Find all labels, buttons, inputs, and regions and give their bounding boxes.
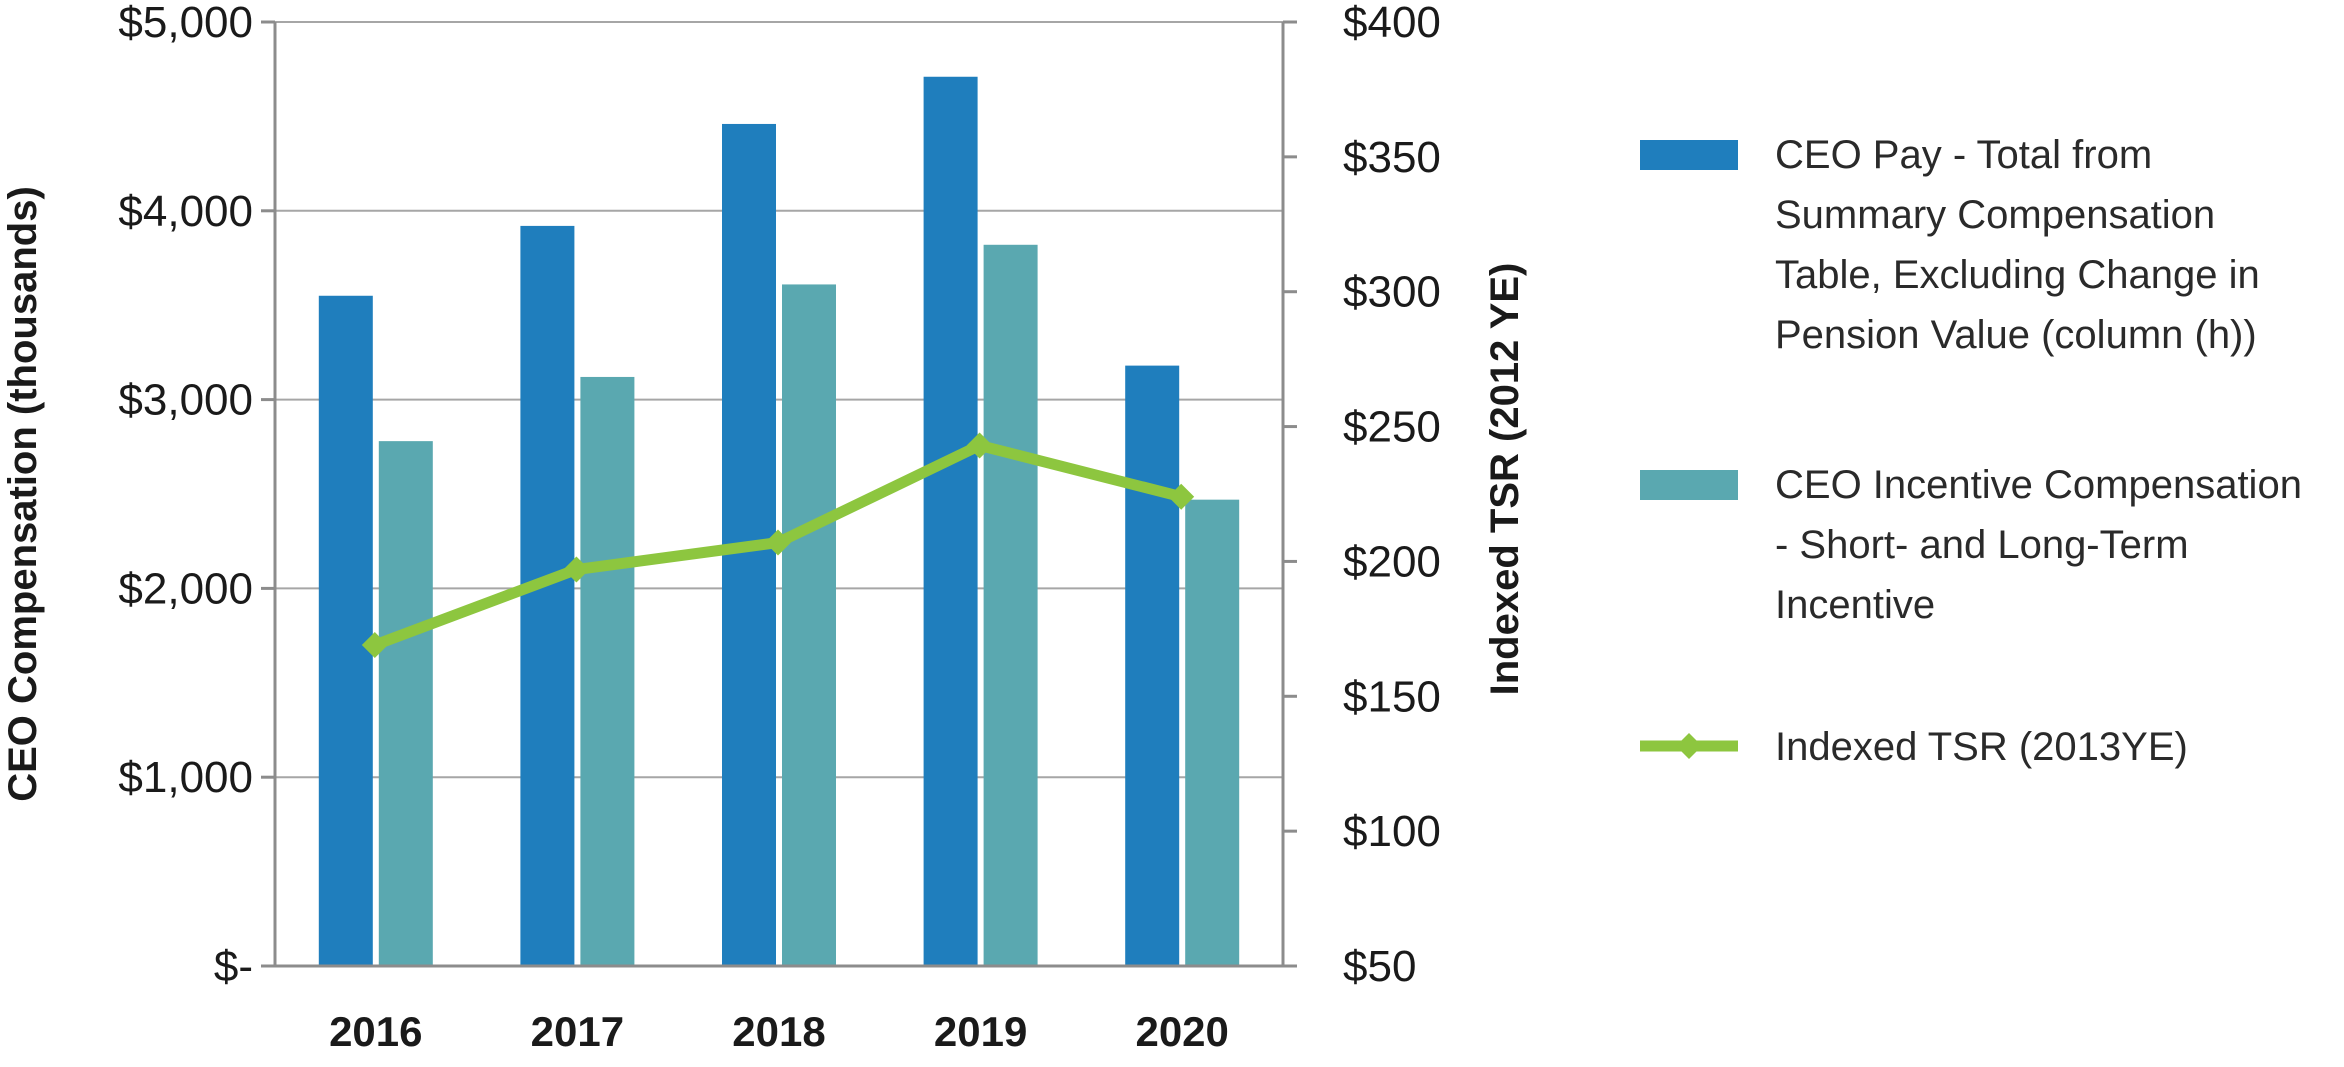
tsr-point xyxy=(563,556,590,583)
x-tick-label: 2020 xyxy=(1135,1008,1228,1055)
gridlines xyxy=(275,21,1283,779)
left-tick-label: $4,000 xyxy=(118,187,253,236)
axis-labels: $- $1,000 $2,000 $3,000 $4,000 $5,000 $50 $100 $… xyxy=(1,0,1527,1055)
tsr-point xyxy=(1168,483,1195,510)
incentive-comp-bar xyxy=(782,284,836,966)
legend-label-line: Indexed TSR (2013YE) xyxy=(1775,725,2188,769)
right-axis-title: Indexed TSR (2012 YE) xyxy=(1483,263,1527,696)
right-tick-label: $200 xyxy=(1343,537,1441,586)
right-tick-label: $350 xyxy=(1343,133,1441,182)
legend-swatch-incentive xyxy=(1640,470,1738,500)
right-tick-label: $400 xyxy=(1343,0,1441,47)
x-tick-label: 2018 xyxy=(732,1008,825,1055)
right-tick-label: $100 xyxy=(1343,807,1441,856)
legend-label-line: Summary Compensation xyxy=(1775,193,2215,237)
incentive-comp-bar xyxy=(378,441,433,966)
x-tick-label: 2019 xyxy=(934,1008,1027,1055)
ceo-pay-bar xyxy=(923,76,978,966)
left-tick-label: $- xyxy=(214,942,253,991)
ceo-pay-bar xyxy=(520,225,575,967)
legend-label-line: CEO Pay - Total from xyxy=(1775,133,2152,177)
incentive-comp-bar xyxy=(983,244,1038,966)
left-tick-label: $3,000 xyxy=(118,376,253,425)
ceo-pay-bar xyxy=(318,295,373,966)
legend-swatch-ceo-pay xyxy=(1640,140,1738,170)
legend-label-line: - Short- and Long-Term xyxy=(1775,523,2189,567)
incentive-comp-bar xyxy=(580,376,635,967)
left-tick-label: $1,000 xyxy=(118,753,253,802)
x-tick-label: 2017 xyxy=(531,1008,624,1055)
right-tick-label: $50 xyxy=(1343,942,1416,991)
right-tick-label: $300 xyxy=(1343,268,1441,317)
legend-label-line: CEO Incentive Compensation xyxy=(1775,463,2302,507)
legend-label-line: Incentive xyxy=(1775,583,1935,627)
legend-label-line: Pension Value (column (h)) xyxy=(1775,313,2257,357)
tsr-line xyxy=(361,432,1195,659)
x-tick-label: 2016 xyxy=(329,1008,422,1055)
tsr-point xyxy=(966,432,993,459)
right-tick-label: $150 xyxy=(1343,672,1441,721)
tsr-point xyxy=(361,632,388,659)
left-axis-title: CEO Compensation (thousands) xyxy=(1,186,45,802)
incentive-comp-bar xyxy=(1185,499,1240,966)
tsr-point xyxy=(765,529,791,556)
legend-swatch-tsr-marker xyxy=(1676,733,1702,759)
axes xyxy=(261,20,1297,968)
legend-label-line: Table, Excluding Change in xyxy=(1775,253,2260,297)
left-tick-label: $5,000 xyxy=(118,0,253,47)
legend: CEO Pay - Total from Summary Compensation… xyxy=(1640,133,2302,769)
left-tick-label: $2,000 xyxy=(118,564,253,613)
right-tick-label: $250 xyxy=(1343,403,1441,452)
ceo-pay-bar xyxy=(1125,365,1180,967)
